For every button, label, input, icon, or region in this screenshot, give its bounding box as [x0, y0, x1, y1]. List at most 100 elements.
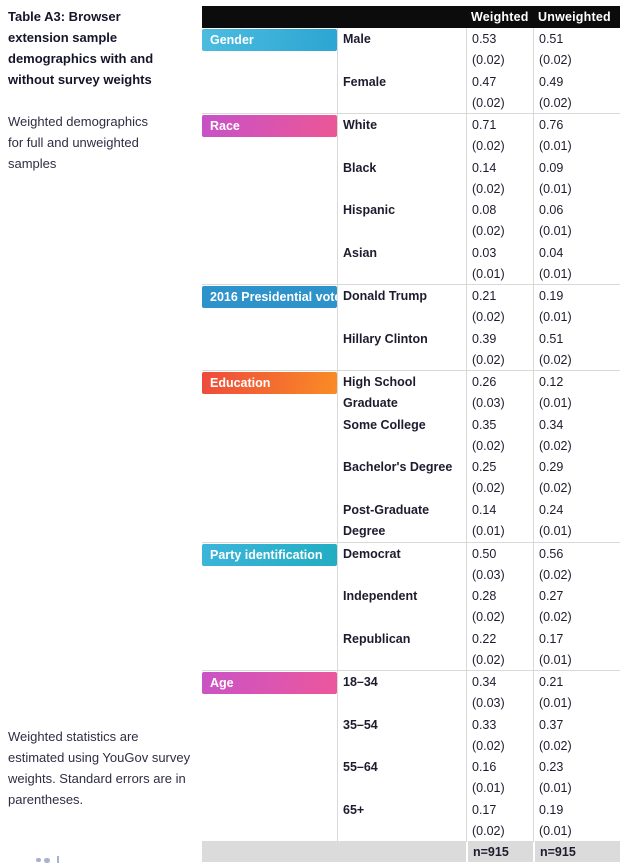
unweighted-se: (0.01) — [539, 266, 572, 281]
footer-spacer-demographic — [337, 841, 466, 862]
weighted-value: 0.35 — [472, 417, 497, 432]
sample-size-weighted: n=915 — [466, 841, 533, 863]
unweighted-value: 0.09 — [539, 160, 564, 175]
demographic-cell: Independent — [337, 585, 466, 629]
weighted-se: (0.03) — [472, 567, 505, 582]
table-subcaption: Weighted demographics for full and unwei… — [8, 114, 148, 171]
weighted-se: (0.02) — [472, 652, 505, 667]
weighted-value: 0.16 — [472, 760, 497, 775]
category-spacer-cell — [202, 414, 337, 457]
unweighted-value: 0.04 — [539, 245, 564, 260]
category-spacer-cell — [202, 71, 337, 114]
weighted-value: 0.50 — [472, 546, 497, 561]
clipped-footer-text — [36, 856, 59, 863]
table-row: Republican 0.22 (0.02) 0.17 (0.01) — [202, 627, 620, 671]
demographic-cell: 55–64 — [337, 756, 466, 800]
table-row: Hillary Clinton 0.39 (0.02) 0.51 (0.02) — [202, 327, 620, 371]
demographic-cell: White — [337, 114, 466, 158]
demographic-label: Post-Graduate Degree — [343, 503, 430, 539]
unweighted-se: (0.01) — [539, 224, 572, 239]
unweighted-cell: 0.19 (0.01) — [533, 285, 620, 329]
category-spacer-cell — [202, 585, 337, 628]
demographic-label: 65+ — [343, 802, 365, 817]
weighted-cell: 0.08 (0.02) — [466, 199, 533, 243]
unweighted-se: (0.01) — [539, 310, 572, 325]
weighted-cell: 0.33 (0.02) — [466, 713, 533, 757]
weighted-cell: 0.21 (0.02) — [466, 285, 533, 329]
demographic-cell: 65+ — [337, 798, 466, 842]
unweighted-cell: 0.17 (0.01) — [533, 627, 620, 671]
table-row: Some College 0.35 (0.02) 0.34 (0.02) — [202, 413, 620, 457]
weighted-value: 0.25 — [472, 460, 497, 475]
unweighted-value: 0.17 — [539, 631, 564, 646]
category-spacer-cell — [202, 756, 337, 799]
table-section: Party identification Democrat 0.50 (0.03) 0.… — [202, 541, 620, 671]
category-chip: Gender — [202, 29, 337, 51]
unweighted-cell: 0.21 (0.01) — [533, 671, 620, 715]
unweighted-cell: 0.04 (0.01) — [533, 241, 620, 285]
weighted-value: 0.39 — [472, 331, 497, 346]
demographic-label: Bachelor's Degree — [343, 460, 453, 475]
category-spacer-cell — [202, 199, 337, 242]
demographic-label: White — [343, 118, 378, 133]
weighted-value: 0.28 — [472, 589, 497, 604]
unweighted-se: (0.01) — [539, 524, 572, 539]
demographic-cell: Hispanic — [337, 199, 466, 243]
table-row: Hispanic 0.08 (0.02) 0.06 (0.01) — [202, 199, 620, 243]
unweighted-se: (0.02) — [539, 95, 572, 110]
weighted-se: (0.02) — [472, 310, 505, 325]
demographic-cell: Bachelor's Degree — [337, 456, 466, 500]
footer-spacer-category — [202, 841, 337, 862]
unweighted-se: (0.01) — [539, 652, 572, 667]
table-row: High School Graduate 0.26 (0.03) 0.12 (0.01) — [202, 371, 620, 415]
weighted-value: 0.53 — [472, 32, 497, 46]
unweighted-cell: 0.23 (0.01) — [533, 756, 620, 800]
table-row: Asian 0.03 (0.01) 0.04 (0.01) — [202, 241, 620, 285]
weighted-value: 0.17 — [472, 802, 497, 817]
unweighted-se: (0.01) — [539, 823, 572, 838]
weighted-se: (0.01) — [472, 266, 505, 281]
table-row: Democrat 0.50 (0.03) 0.56 (0.02) — [202, 542, 620, 586]
demographic-cell: Post-Graduate Degree — [337, 499, 466, 543]
weighted-cell: 0.25 (0.02) — [466, 456, 533, 500]
demographic-label: Hispanic — [343, 203, 396, 218]
unweighted-cell: 0.09 (0.01) — [533, 156, 620, 200]
table-section: Age 18–34 0.34 (0.03) 0.21 (0.01) 35–54 0.33 (0.… — [202, 670, 620, 842]
weighted-cell: 0.28 (0.02) — [466, 585, 533, 629]
demographic-cell: Female — [337, 70, 466, 114]
category-spacer-cell — [202, 499, 337, 542]
demographic-label: Black — [343, 160, 377, 175]
demographic-cell: High School Graduate — [337, 371, 466, 415]
weighted-cell: 0.03 (0.01) — [466, 241, 533, 285]
demographic-label: Female — [343, 74, 387, 89]
table-caption: Table A3: Browser extension sample demog… — [8, 9, 154, 87]
weighted-se: (0.02) — [472, 139, 505, 154]
unweighted-cell: 0.34 (0.02) — [533, 413, 620, 457]
demographic-cell: 18–34 — [337, 671, 466, 715]
category-spacer-cell — [202, 328, 337, 371]
demographic-cell: Donald Trump — [337, 285, 466, 329]
unweighted-value: 0.34 — [539, 417, 564, 432]
unweighted-cell: 0.51 (0.02) — [533, 28, 620, 71]
unweighted-se: (0.02) — [539, 53, 572, 67]
unweighted-se: (0.02) — [539, 610, 572, 625]
weighted-value: 0.47 — [472, 74, 497, 89]
unweighted-value: 0.24 — [539, 503, 564, 518]
unweighted-value: 0.51 — [539, 331, 564, 346]
unweighted-value: 0.06 — [539, 203, 564, 218]
weighted-value: 0.14 — [472, 503, 497, 518]
unweighted-value: 0.49 — [539, 74, 564, 89]
category-chip: Party identification — [202, 543, 337, 566]
weighted-value: 0.34 — [472, 675, 497, 690]
unweighted-value: 0.21 — [539, 675, 564, 690]
demographic-cell: 35–54 — [337, 713, 466, 757]
weighted-value: 0.03 — [472, 245, 497, 260]
unweighted-se: (0.02) — [539, 738, 572, 753]
weighted-cell: 0.16 (0.01) — [466, 756, 533, 800]
unweighted-se: (0.02) — [539, 352, 572, 367]
demographic-label: Male — [343, 32, 371, 46]
weighted-cell: 0.26 (0.03) — [466, 371, 533, 415]
weighted-se: (0.02) — [472, 481, 505, 496]
unweighted-value: 0.51 — [539, 32, 564, 46]
table-header-row: Weighted Unweighted — [202, 6, 620, 28]
